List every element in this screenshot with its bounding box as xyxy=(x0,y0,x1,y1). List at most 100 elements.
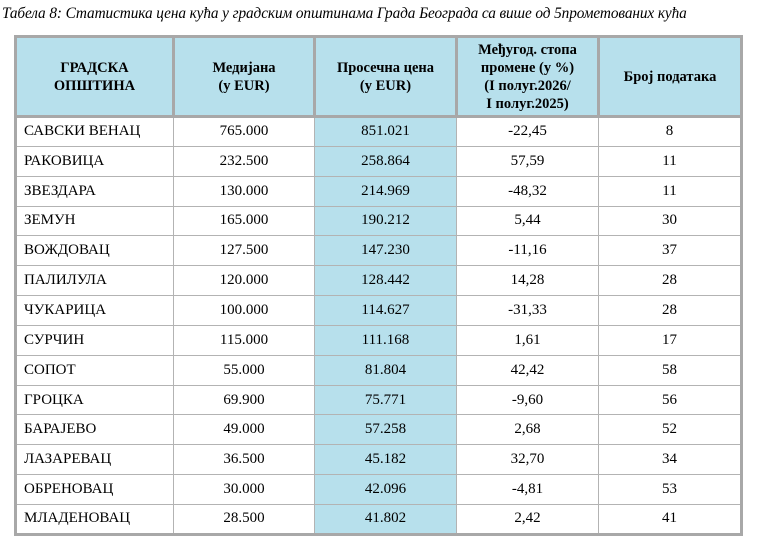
yoy-change-cell: -9,60 xyxy=(456,384,599,416)
municipality-cell: ЧУКАРИЦА xyxy=(14,295,174,326)
median-cell: 165.000 xyxy=(173,205,315,237)
municipality-cell: ГРОЦКА xyxy=(14,384,174,416)
yoy-change-cell: -11,16 xyxy=(456,235,599,267)
table-row: ВОЖДОВАЦ 127.500 147.230 -11,16 37 xyxy=(14,235,743,267)
count-cell: 37 xyxy=(598,235,743,267)
median-cell: 130.000 xyxy=(173,175,315,207)
municipality-cell: ЗЕМУН xyxy=(14,205,174,237)
municipality-cell: ЗВЕЗДАРА xyxy=(14,175,174,207)
average-price-cell: 114.627 xyxy=(314,295,457,326)
count-cell: 17 xyxy=(598,324,743,356)
yoy-change-cell: -22,45 xyxy=(456,116,599,147)
header-average-line-2: (у EUR) xyxy=(359,77,412,94)
header-count-line-1: Број података xyxy=(623,68,717,85)
table-row: ЧУКАРИЦА 100.000 114.627 -31,33 28 xyxy=(14,295,743,326)
municipality-cell: ЛАЗАРЕВАЦ xyxy=(14,444,174,476)
municipality-cell: СОПОТ xyxy=(14,354,174,386)
yoy-change-cell: -31,33 xyxy=(456,295,599,326)
header-median: Медијана (у EUR) xyxy=(172,35,316,118)
median-cell: 69.900 xyxy=(173,384,315,416)
count-cell: 8 xyxy=(598,116,743,147)
table-row: ЗВЕЗДАРА 130.000 214.969 -48,32 11 xyxy=(14,175,743,207)
yoy-change-cell: -4,81 xyxy=(456,474,599,505)
median-cell: 115.000 xyxy=(173,324,315,356)
header-change-line-3: (I полуг.2026/ xyxy=(484,77,571,94)
yoy-change-cell: 2,68 xyxy=(456,414,599,446)
municipality-cell: ПАЛИЛУЛА xyxy=(14,265,174,297)
table-row: ГРОЦКА 69.900 75.771 -9,60 56 xyxy=(14,384,743,416)
header-count: Број података xyxy=(597,35,743,118)
count-cell: 56 xyxy=(598,384,743,416)
median-cell: 127.500 xyxy=(173,235,315,267)
count-cell: 11 xyxy=(598,175,743,207)
yoy-change-cell: 32,70 xyxy=(456,444,599,476)
median-cell: 36.500 xyxy=(173,444,315,476)
header-municipality-line-1: ГРАДСКА xyxy=(60,59,129,76)
count-cell: 28 xyxy=(598,295,743,326)
header-municipality-line-2: ОПШТИНА xyxy=(53,77,136,94)
median-cell: 232.500 xyxy=(173,145,315,177)
house-price-table: ГРАДСКА ОПШТИНА Медијана (у EUR) Просечн… xyxy=(14,35,743,536)
median-cell: 30.000 xyxy=(173,474,315,505)
header-yoy-change: Међугод. стопа промене (у %) (I полуг.20… xyxy=(455,35,600,118)
table-caption: Табела 8: Статистика цена кућа у градски… xyxy=(2,5,687,22)
yoy-change-cell: 5,44 xyxy=(456,205,599,237)
table-row: БАРАЈЕВО 49.000 57.258 2,68 52 xyxy=(14,414,743,446)
table-row: ЛАЗАРЕВАЦ 36.500 45.182 32,70 34 xyxy=(14,444,743,476)
median-cell: 49.000 xyxy=(173,414,315,446)
average-price-cell: 851.021 xyxy=(314,116,457,147)
median-cell: 765.000 xyxy=(173,116,315,147)
average-price-cell: 45.182 xyxy=(314,444,457,476)
header-median-line-2: (у EUR) xyxy=(218,77,270,94)
municipality-cell: РАКОВИЦА xyxy=(14,145,174,177)
table-row: САВСКИ ВЕНАЦ 765.000 851.021 -22,45 8 xyxy=(14,116,743,147)
table-row: СОПОТ 55.000 81.804 42,42 58 xyxy=(14,354,743,386)
yoy-change-cell: 2,42 xyxy=(456,503,599,536)
median-cell: 28.500 xyxy=(173,503,315,536)
header-change-line-1: Међугод. стопа xyxy=(478,41,577,58)
municipality-cell: САВСКИ ВЕНАЦ xyxy=(14,116,174,147)
count-cell: 34 xyxy=(598,444,743,476)
average-price-cell: 75.771 xyxy=(314,384,457,416)
table-row: ЗЕМУН 165.000 190.212 5,44 30 xyxy=(14,205,743,237)
count-cell: 58 xyxy=(598,354,743,386)
yoy-change-cell: 1,61 xyxy=(456,324,599,356)
table-row: ПАЛИЛУЛА 120.000 128.442 14,28 28 xyxy=(14,265,743,297)
municipality-cell: ВОЖДОВАЦ xyxy=(14,235,174,267)
count-cell: 52 xyxy=(598,414,743,446)
yoy-change-cell: 57,59 xyxy=(456,145,599,177)
municipality-cell: ОБРЕНОВАЦ xyxy=(14,474,174,505)
yoy-change-cell: -48,32 xyxy=(456,175,599,207)
header-average-line-1: Просечна цена xyxy=(336,59,435,76)
average-price-cell: 214.969 xyxy=(314,175,457,207)
table-row: РАКОВИЦА 232.500 258.864 57,59 11 xyxy=(14,145,743,177)
table-row: МЛАДЕНОВАЦ 28.500 41.802 2,42 41 xyxy=(14,503,743,536)
count-cell: 30 xyxy=(598,205,743,237)
count-cell: 28 xyxy=(598,265,743,297)
count-cell: 11 xyxy=(598,145,743,177)
yoy-change-cell: 42,42 xyxy=(456,354,599,386)
average-price-cell: 57.258 xyxy=(314,414,457,446)
yoy-change-cell: 14,28 xyxy=(456,265,599,297)
header-municipality: ГРАДСКА ОПШТИНА xyxy=(14,35,175,118)
average-price-cell: 42.096 xyxy=(314,474,457,505)
table-header-row: ГРАДСКА ОПШТИНА Медијана (у EUR) Просечн… xyxy=(14,35,743,118)
count-cell: 41 xyxy=(598,503,743,536)
municipality-cell: БАРАЈЕВО xyxy=(14,414,174,446)
header-change-line-4: I полуг.2025) xyxy=(486,95,569,112)
table-body: САВСКИ ВЕНАЦ 765.000 851.021 -22,45 8 РАКОВИЦ… xyxy=(14,116,743,536)
average-price-cell: 147.230 xyxy=(314,235,457,267)
header-median-line-1: Медијана xyxy=(212,59,276,76)
table-row: СУРЧИН 115.000 111.168 1,61 17 xyxy=(14,324,743,356)
average-price-cell: 111.168 xyxy=(314,324,457,356)
header-change-line-2: промене (у %) xyxy=(480,59,575,76)
average-price-cell: 81.804 xyxy=(314,354,457,386)
average-price-cell: 258.864 xyxy=(314,145,457,177)
median-cell: 120.000 xyxy=(173,265,315,297)
median-cell: 100.000 xyxy=(173,295,315,326)
count-cell: 53 xyxy=(598,474,743,505)
municipality-cell: МЛАДЕНОВАЦ xyxy=(14,503,174,536)
municipality-cell: СУРЧИН xyxy=(14,324,174,356)
average-price-cell: 41.802 xyxy=(314,503,457,536)
average-price-cell: 128.442 xyxy=(314,265,457,297)
